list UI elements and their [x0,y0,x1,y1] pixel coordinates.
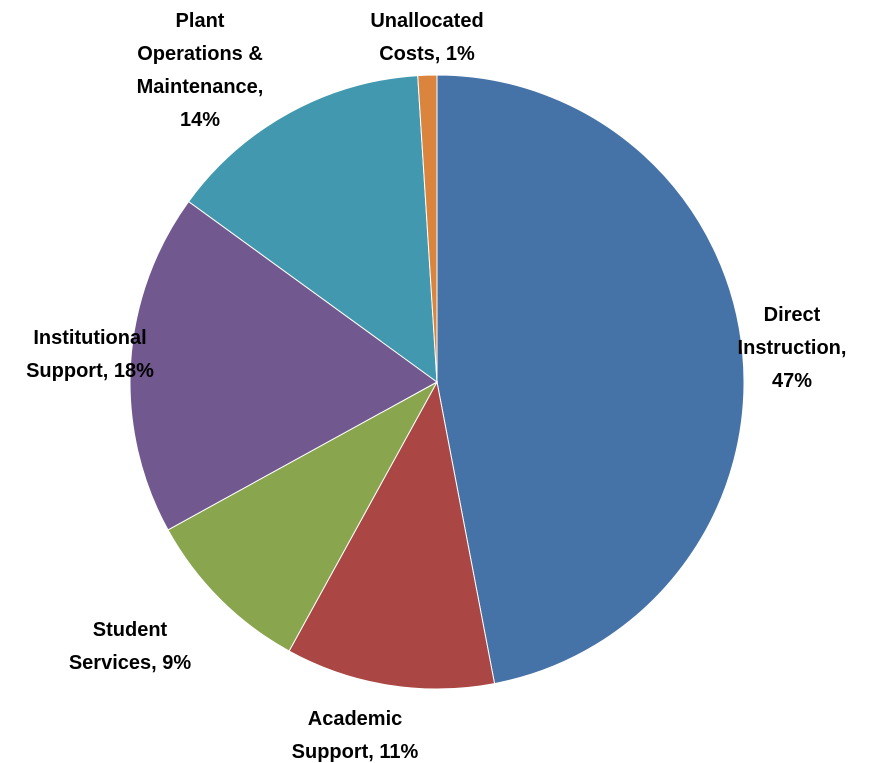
data-label-academic-support: Academic Support, 11% [292,708,419,763]
data-label-direct-instruction: Direct Instruction, 47% [738,304,847,392]
pie-slice-direct-instruction [436,74,745,685]
data-label-student-services: Student Services, 9% [69,619,192,674]
data-label-line: Academic [308,708,403,730]
pie-labels: Direct Instruction, 47% Academic Support, 11… [26,10,846,763]
data-label-line: Unallocated [370,10,483,32]
data-label-plant-operations-maintenance: Plant Operations & Maintenance, 14% [137,10,264,131]
pie-slice-plant-operations-maintenance [187,75,438,384]
data-label-line: Institutional [33,327,146,349]
data-label-institutional-support: Institutional Support, 18% [26,327,154,382]
data-label-line: Support, 18% [26,360,154,382]
data-label-line: Plant [176,10,225,32]
pie-slice-student-services [167,380,439,652]
data-label-line: Student [93,619,168,641]
data-label-line: Operations & [137,43,263,65]
data-label-line: Services, 9% [69,652,192,674]
data-label-line: 47% [772,370,812,392]
data-label-line: Instruction, [738,337,847,359]
pie-slices [129,74,745,690]
pie-slice-institutional-support [129,200,438,531]
pie-slice-unallocated-costs [417,74,438,383]
data-label-line: Costs, 1% [379,43,475,65]
data-label-line: Support, 11% [292,741,419,763]
data-label-unallocated-costs: Unallocated Costs, 1% [370,10,483,65]
pie-slice-academic-support [288,380,496,690]
data-label-line: Direct [764,304,821,326]
data-label-line: 14% [180,109,220,131]
data-label-line: Maintenance, [137,76,264,98]
